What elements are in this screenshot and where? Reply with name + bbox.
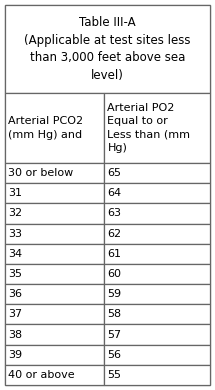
Text: 36: 36 <box>8 289 22 299</box>
Bar <box>5 324 104 345</box>
Text: 34: 34 <box>8 249 22 259</box>
Text: 55: 55 <box>108 370 121 380</box>
Text: 33: 33 <box>8 229 22 239</box>
Text: 58: 58 <box>108 309 121 319</box>
Bar <box>104 223 210 244</box>
Text: 32: 32 <box>8 208 22 218</box>
Bar <box>5 244 104 264</box>
Text: 62: 62 <box>108 229 121 239</box>
Text: Arterial PO2
Equal to or
Less than (mm
Hg): Arterial PO2 Equal to or Less than (mm H… <box>108 103 190 153</box>
Bar <box>104 203 210 223</box>
Bar <box>5 183 104 203</box>
Bar <box>5 365 104 385</box>
Text: 61: 61 <box>108 249 121 259</box>
Bar <box>104 284 210 304</box>
Bar <box>5 163 104 183</box>
Text: 57: 57 <box>108 330 121 340</box>
Bar <box>104 163 210 183</box>
Text: 63: 63 <box>108 208 121 218</box>
Bar <box>104 244 210 264</box>
Text: 39: 39 <box>8 350 22 360</box>
Text: Arterial PCO2
(mm Hg) and: Arterial PCO2 (mm Hg) and <box>8 116 83 140</box>
Bar <box>5 203 104 223</box>
Bar <box>5 5 210 93</box>
Bar <box>5 223 104 244</box>
Bar <box>104 304 210 324</box>
Text: 56: 56 <box>108 350 121 360</box>
Text: Table III-A
(Applicable at test sites less
than 3,000 feet above sea
level): Table III-A (Applicable at test sites le… <box>24 16 191 82</box>
Bar <box>104 365 210 385</box>
Text: 37: 37 <box>8 309 22 319</box>
Bar <box>104 264 210 284</box>
Text: 35: 35 <box>8 269 22 279</box>
Bar <box>104 345 210 365</box>
Text: 59: 59 <box>108 289 121 299</box>
Text: 64: 64 <box>108 188 121 198</box>
Bar <box>104 93 210 163</box>
Bar <box>104 183 210 203</box>
Text: 65: 65 <box>108 168 121 178</box>
Text: 40 or above: 40 or above <box>8 370 75 380</box>
Bar <box>5 264 104 284</box>
Bar <box>5 284 104 304</box>
Bar <box>5 304 104 324</box>
Bar <box>104 324 210 345</box>
Text: 30 or below: 30 or below <box>8 168 73 178</box>
Bar <box>5 93 104 163</box>
Text: 38: 38 <box>8 330 22 340</box>
Bar <box>5 345 104 365</box>
Text: 60: 60 <box>108 269 121 279</box>
Text: 31: 31 <box>8 188 22 198</box>
